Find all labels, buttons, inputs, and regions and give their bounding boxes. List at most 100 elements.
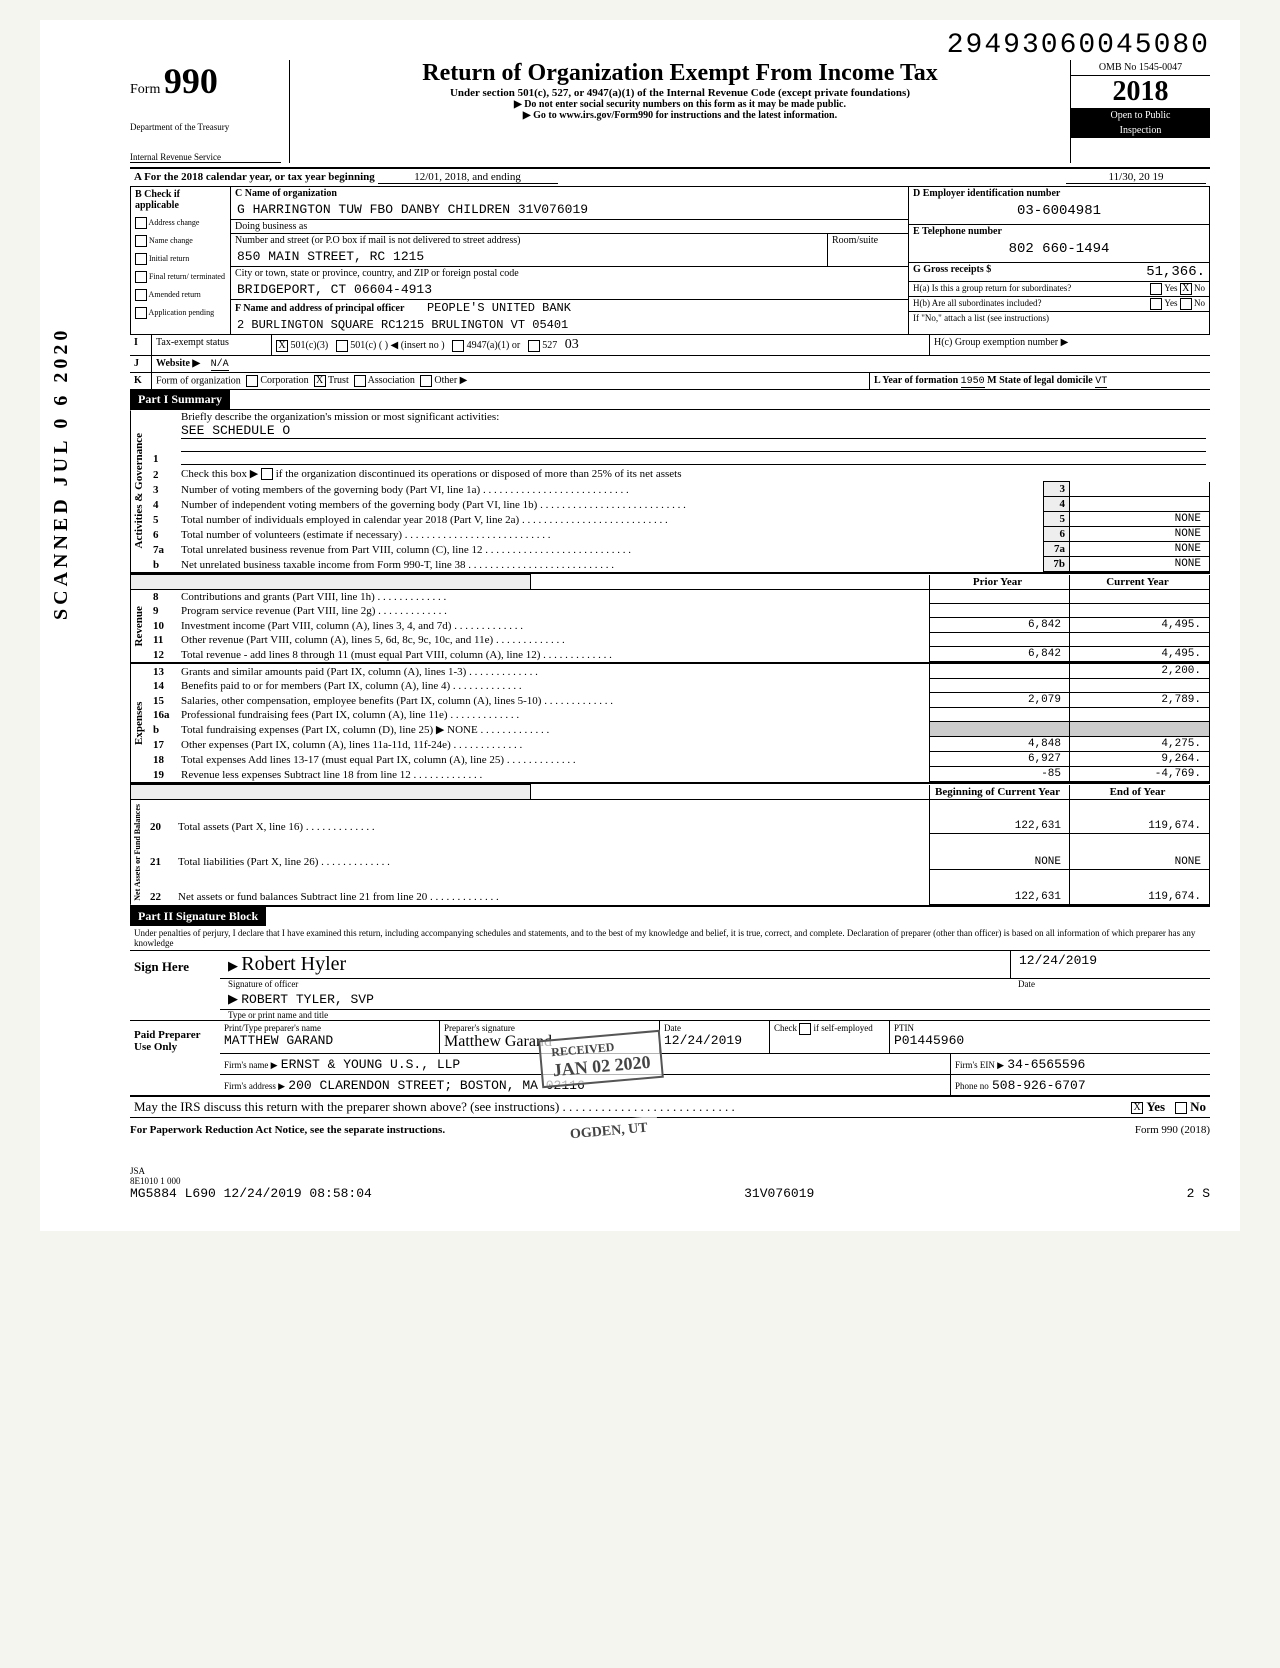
col-end: End of Year (1070, 785, 1210, 800)
form-footer: Form 990 (2018) (1135, 1124, 1210, 1136)
table-row: 16aProfessional fundraising fees (Part I… (147, 708, 1210, 722)
part2-title: Part II Signature Block (130, 907, 266, 926)
footer-mid: 31V076019 (744, 1186, 814, 1201)
state-domicile: VT (1095, 376, 1107, 388)
table-row: 13Grants and similar amounts paid (Part … (147, 664, 1210, 679)
i-checkbox[interactable] (336, 340, 348, 352)
open-public-2: Inspection (1071, 123, 1210, 138)
line-b-label: B Check if applicable (135, 189, 180, 211)
sig-officer-label: Signature of officer (220, 979, 1010, 989)
k-checkbox[interactable]: X (314, 375, 326, 387)
line-a: A For the 2018 calendar year, or tax yea… (130, 169, 1210, 187)
room-label: Room/suite (828, 234, 908, 266)
discuss-no-checkbox[interactable] (1175, 1102, 1187, 1114)
table-row: 11Other revenue (Part VIII, column (A), … (147, 633, 1210, 647)
table-row: 5Total number of individuals employed in… (147, 512, 1210, 527)
hb-note: If "No," attach a list (see instructions… (909, 312, 1209, 324)
tax-exempt-opts: X 501(c)(3) 501(c) ( ) ◀ (insert no ) 49… (272, 335, 930, 355)
table-row: 22Net assets or fund balances Subtract l… (144, 869, 1210, 904)
officer-addr: 2 BURLINGTON SQUARE RC1215 BRULINGTON VT… (231, 316, 908, 334)
ha-no-checkbox[interactable]: X (1180, 283, 1192, 295)
paid-preparer-label: Paid Preparer Use Only (130, 1021, 220, 1095)
self-emp-checkbox[interactable] (799, 1023, 811, 1035)
table-row: 15Salaries, other compensation, employee… (147, 693, 1210, 708)
b-checkbox[interactable] (135, 307, 147, 319)
self-emp-label: Check if self-employed (774, 1023, 873, 1033)
line-a-label: A For the 2018 calendar year, or tax yea… (134, 171, 375, 183)
exp-label: Expenses (130, 664, 147, 782)
firm-name: ERNST & YOUNG U.S., LLP (281, 1057, 460, 1072)
ha-yes-checkbox[interactable] (1150, 283, 1162, 295)
officer-print-name: ROBERT TYLER, SVP (241, 992, 374, 1007)
table-row: 8Contributions and grants (Part VIII, li… (147, 590, 1210, 604)
officer-sig-date: 12/24/2019 (1010, 951, 1210, 978)
line-j-label: Website ▶ (156, 358, 200, 369)
gross-receipts: 51,366. (1146, 264, 1205, 280)
hb-yes-checkbox[interactable] (1150, 298, 1162, 310)
i-checkbox[interactable]: X (276, 340, 288, 352)
form-header: Form 990 Department of the Treasury Inte… (130, 60, 1210, 169)
b-checkbox[interactable] (135, 235, 147, 247)
table-row: 21Total liabilities (Part X, line 26)NON… (144, 834, 1210, 869)
form-org-opts: Corporation X Trust Association Other ▶ (243, 375, 467, 386)
line-hc: H(c) Group exemption number ▶ (930, 335, 1210, 355)
firm-addr: 200 CLARENDON STREET; BOSTON, MA 02116 (288, 1078, 584, 1093)
tax-year-begin: 12/01, 2018, and ending (378, 171, 558, 184)
line-d-label: D Employer identification number (913, 188, 1060, 199)
preparer-date: 12/24/2019 (664, 1033, 765, 1048)
checkbox-list-b: Address change Name change Initial retur… (135, 217, 226, 319)
line2-checkbox[interactable] (261, 468, 273, 480)
discuss-yes-checkbox[interactable]: X (1131, 1102, 1143, 1114)
i-checkbox[interactable] (452, 340, 464, 352)
table-row: 9Program service revenue (Part VIII, lin… (147, 604, 1210, 618)
website: N/A (211, 359, 229, 371)
pra-notice: For Paperwork Reduction Act Notice, see … (130, 1124, 445, 1136)
line1-text: Briefly describe the organization's miss… (181, 411, 499, 423)
form-number: 990 (164, 61, 218, 101)
form-prefix: Form (130, 82, 160, 97)
sign-here-label: Sign Here (130, 951, 220, 1020)
org-name: G HARRINGTON TUW FBO DANBY CHILDREN 31V0… (231, 200, 908, 220)
table-row: 14Benefits paid to or for members (Part … (147, 679, 1210, 693)
dept-treasury: Department of the Treasury (130, 122, 281, 132)
dln-number: 29493060045080 (947, 30, 1210, 61)
date-label: Date (1010, 979, 1210, 989)
addr-label: Number and street (or P.O box if mail is… (231, 234, 827, 247)
table-row: 18Total expenses Add lines 13-17 (must e… (147, 752, 1210, 767)
k-checkbox[interactable] (354, 375, 366, 387)
ein: 03-6004981 (913, 199, 1205, 223)
gov-label: Activities & Governance (130, 410, 147, 572)
year-formation: 1950 (961, 376, 985, 388)
line-g-label: G Gross receipts $ (913, 264, 991, 275)
col-beg: Beginning of Current Year (930, 785, 1070, 800)
footer-init: 2 S (1187, 1186, 1210, 1201)
instruction-1: ▶ Do not enter social security numbers o… (298, 99, 1062, 110)
b-checkbox[interactable] (135, 217, 147, 229)
city-state-zip: BRIDGEPORT, CT 06604-4913 (231, 280, 908, 300)
col-prior: Prior Year (930, 575, 1070, 590)
hb-no-checkbox[interactable] (1180, 298, 1192, 310)
ptin: P01445960 (894, 1033, 1206, 1048)
net-label: Net Assets or Fund Balances (130, 800, 144, 905)
prep-name-label: Print/Type preparer's name (224, 1023, 435, 1033)
line2-text: Check this box ▶ if the organization dis… (177, 466, 1210, 482)
table-row: bNet unrelated business taxable income f… (147, 557, 1210, 572)
street-address: 850 MAIN STREET, RC 1215 (231, 247, 827, 266)
form-page: 29493060045080 SCANNED JUL 0 6 2020 Form… (40, 20, 1240, 1231)
ptin-label: PTIN (894, 1023, 1206, 1033)
jsa-code: 8E1010 1 000 (130, 1176, 1210, 1186)
ogden-stamp: OGDEN, UT (559, 1116, 659, 1148)
omb-number: OMB No 1545-0047 (1071, 60, 1210, 76)
discuss-question: May the IRS discuss this return with the… (134, 1099, 735, 1114)
jsa: JSA (130, 1166, 1210, 1176)
part-1: Part I Summary Activities & Governance 1… (130, 390, 1210, 907)
b-checkbox[interactable] (135, 289, 147, 301)
k-checkbox[interactable] (420, 375, 432, 387)
scanned-stamp: SCANNED JUL 0 6 2020 (50, 327, 73, 620)
b-checkbox[interactable] (135, 271, 147, 283)
k-checkbox[interactable] (246, 375, 258, 387)
rev-label: Revenue (130, 590, 147, 663)
b-checkbox[interactable] (135, 253, 147, 265)
telephone: 802 660-1494 (913, 237, 1205, 261)
i-checkbox[interactable] (528, 340, 540, 352)
